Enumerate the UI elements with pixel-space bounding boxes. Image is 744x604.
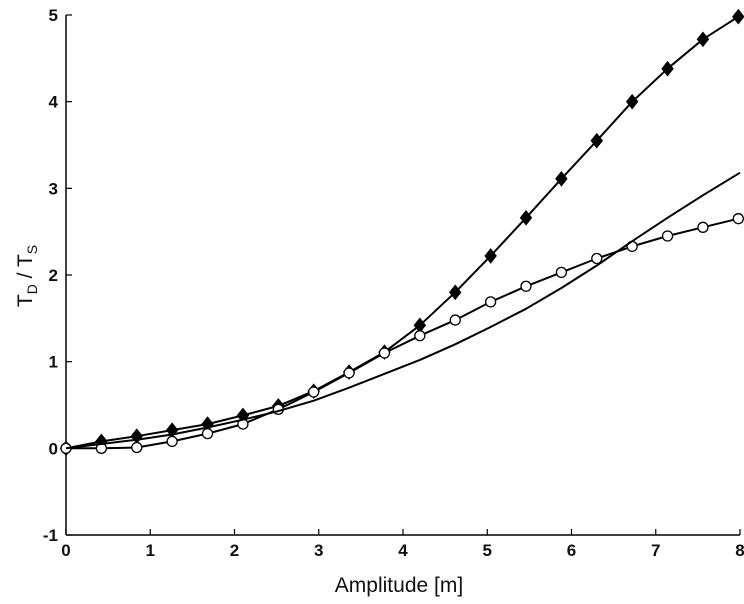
x-tick-label: 1 (146, 541, 155, 560)
series-line (66, 217, 739, 450)
plot-series (59, 8, 744, 457)
y-axis-title-sub2: S (24, 245, 40, 254)
x-tick-label: 8 (735, 541, 744, 560)
axes (65, 14, 741, 536)
y-tick-label: 1 (49, 353, 58, 372)
y-tick-label: 2 (49, 266, 58, 285)
data-point-circle (697, 221, 709, 233)
y-axis-title-main: T (14, 294, 37, 307)
data-point-circle (661, 230, 674, 242)
x-axis-title: Amplitude [m] (335, 574, 463, 597)
data-point-circle (591, 252, 603, 265)
data-point-circle (520, 280, 532, 292)
data-point-circle (166, 435, 178, 448)
data-point-diamond (732, 8, 744, 25)
data-point-circle (343, 367, 355, 379)
data-point-circle (555, 266, 568, 279)
data-point-diamond (555, 170, 568, 187)
data-point-diamond (448, 284, 462, 301)
series-line (65, 15, 739, 450)
data-point-diamond (661, 60, 674, 77)
y-axis-title-mid: / T (14, 254, 37, 284)
y-tick-label: 3 (49, 179, 58, 198)
data-point-diamond (625, 93, 639, 110)
y-tick-label: 4 (49, 93, 59, 112)
x-tick-label: 7 (651, 541, 660, 560)
x-tick-label: 0 (61, 541, 70, 560)
data-point-diamond (590, 132, 604, 149)
data-point-circle (449, 314, 461, 326)
x-tick-label: 6 (567, 541, 576, 560)
x-tick-label: 2 (230, 541, 239, 560)
x-tick-label: 4 (398, 541, 408, 560)
data-point-diamond (484, 248, 497, 264)
data-point-circle (378, 347, 391, 359)
data-point-diamond (519, 209, 533, 226)
data-point-diamond (696, 31, 710, 48)
data-point-circle (308, 386, 320, 398)
data-point-circle (201, 427, 214, 440)
y-axis-title-sub1: D (24, 284, 40, 294)
y-axis-title: TD / TS (14, 245, 40, 307)
data-point-circle (414, 330, 426, 342)
y-tick-label: 5 (49, 6, 58, 25)
y-tick-label: -1 (43, 526, 58, 545)
data-point-circle (484, 296, 497, 308)
x-tick-label: 5 (483, 541, 492, 560)
data-point-circle (732, 213, 744, 225)
data-point-circle (131, 441, 143, 454)
y-tick-label: 0 (49, 439, 58, 458)
x-tick-label: 3 (314, 541, 323, 560)
series-line (65, 171, 741, 450)
